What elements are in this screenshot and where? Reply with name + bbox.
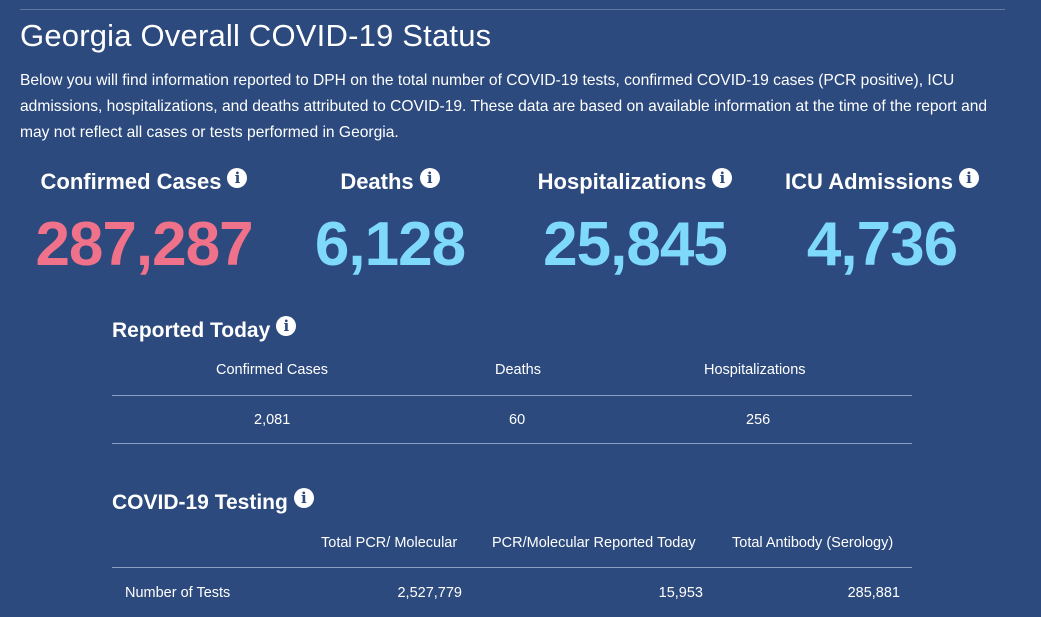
table-row-label: Number of Tests: [125, 585, 231, 601]
table-header-cell: Deaths: [495, 362, 541, 378]
section-title: Reported Today: [112, 319, 271, 342]
section-title: COVID-19 Testing: [112, 491, 288, 514]
table-cell: 15,953: [658, 585, 703, 601]
table-divider: [112, 443, 912, 444]
top-divider: [20, 9, 1005, 10]
stat-deaths: Deaths i 6,128: [290, 168, 490, 280]
info-icon[interactable]: i: [958, 168, 979, 188]
table-cell: 2,527,779: [397, 585, 462, 601]
stat-label: Deaths: [340, 169, 414, 194]
reported-today-heading: Reported Today i: [112, 316, 297, 343]
table-header-cell: Total Antibody (Serology): [732, 535, 894, 551]
stat-value: 4,736: [806, 210, 958, 279]
table-cell: 60: [509, 412, 526, 428]
table-cell: 2,081: [254, 412, 291, 428]
stat-value: 25,845: [543, 210, 728, 279]
testing-heading: COVID-19 Testing i: [112, 488, 314, 515]
info-icon[interactable]: i: [293, 488, 314, 508]
table-cell: 256: [746, 412, 771, 428]
stat-value: 6,128: [314, 210, 466, 279]
page-description: Below you will find information reported…: [20, 72, 988, 141]
info-icon[interactable]: i: [712, 168, 733, 188]
info-icon[interactable]: i: [419, 168, 440, 188]
table-header-cell: Confirmed Cases: [216, 362, 329, 378]
table-header-cell: Hospitalizations: [704, 362, 806, 378]
stat-value: 287,287: [35, 210, 253, 279]
table-divider: [112, 567, 912, 568]
page-title: Georgia Overall COVID-19 Status: [20, 18, 492, 53]
stat-label: ICU Admissions: [785, 169, 953, 194]
stat-label: Confirmed Cases: [40, 169, 222, 194]
stat-confirmed-cases: Confirmed Cases i 287,287: [28, 168, 260, 280]
stat-hospitalizations: Hospitalizations i 25,845: [520, 168, 750, 280]
info-icon[interactable]: i: [227, 168, 248, 188]
table-cell: 285,881: [847, 585, 900, 601]
table-divider: [112, 395, 912, 396]
stat-label: Hospitalizations: [537, 169, 707, 194]
table-header-cell: Total PCR/ Molecular: [321, 535, 458, 551]
table-header-cell: PCR/Molecular Reported Today: [492, 535, 696, 551]
stat-icu-admissions: ICU Admissions i 4,736: [772, 168, 992, 280]
info-icon[interactable]: i: [276, 316, 297, 336]
